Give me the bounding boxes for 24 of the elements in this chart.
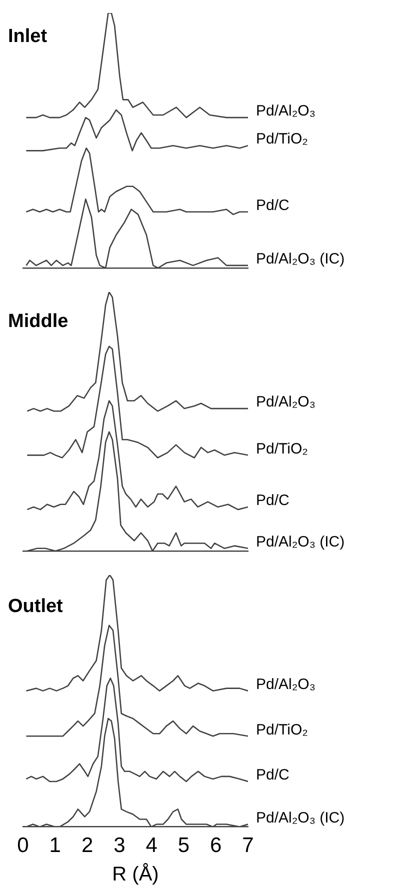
x-tick-label: 7: [242, 834, 254, 858]
series-label: Pd/C: [256, 766, 290, 784]
series-label: Pd/Al₂O₃: [256, 394, 316, 411]
series-label: Pd/Al₂O₃: [256, 102, 316, 120]
x-tick-label: 6: [210, 834, 222, 858]
x-tick-label: 5: [178, 834, 190, 858]
series-label: Pd/C: [256, 492, 290, 510]
x-tick-label: 3: [114, 834, 126, 858]
series-label: Pd/Al₂O₃ (IC): [256, 250, 345, 268]
x-tick-label: 1: [49, 834, 61, 858]
series-label: Pd/TiO₂: [256, 721, 308, 738]
x-tick-label: 4: [146, 834, 158, 858]
text: Outlet: [8, 596, 64, 617]
x-tick-label: 0: [17, 834, 29, 858]
text: Inlet: [8, 26, 48, 47]
series-label: Pd/C: [256, 197, 290, 214]
text: Middle: [8, 311, 68, 332]
series-label: Pd/TiO₂: [256, 440, 308, 458]
series-label: Pd/TiO₂: [256, 130, 308, 148]
series-label: Pd/Al₂O₃ (IC): [256, 534, 345, 551]
x-axis-title: R (Å): [112, 862, 159, 886]
series-label: Pd/Al₂O₃: [256, 676, 316, 693]
x-tick-label: 2: [81, 834, 94, 858]
series-label: Pd/Al₂O₃ (IC): [256, 809, 345, 826]
